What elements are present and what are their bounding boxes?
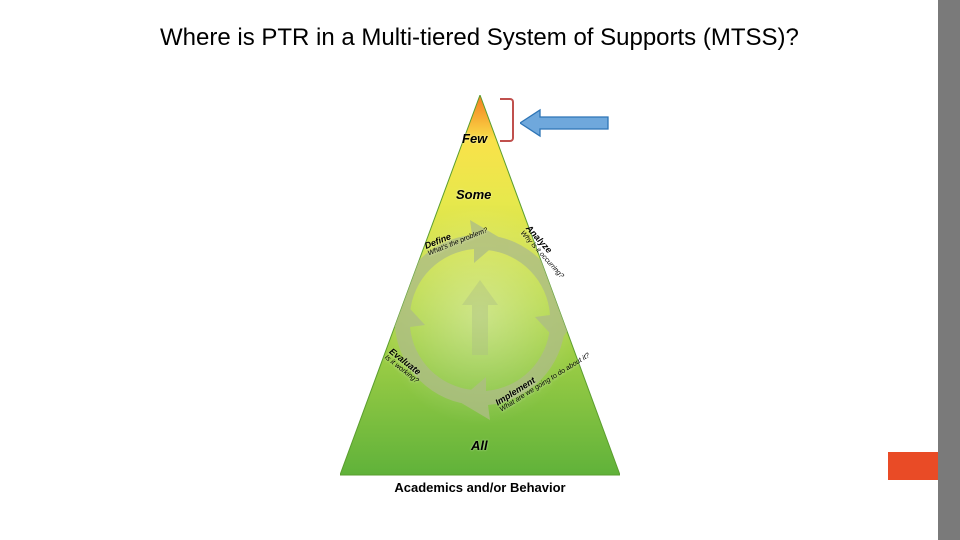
side-accent-grey: [938, 0, 960, 540]
tier-label-some: Some: [456, 187, 491, 202]
pyramid-caption: Academics and/or Behavior: [340, 480, 620, 495]
page-title: Where is PTR in a Multi-tiered System of…: [160, 24, 799, 52]
top-tier-bracket: [500, 98, 514, 142]
tier-label-few: Few: [462, 131, 487, 146]
callout-arrow-icon: [520, 108, 610, 138]
mtss-diagram: Few Some All Academics and/or Behavior D…: [280, 80, 680, 520]
tier-label-all: All: [471, 438, 488, 453]
side-accent-orange: [888, 452, 938, 480]
pyramid-svg: [340, 95, 620, 495]
pyramid: Few Some All Academics and/or Behavior D…: [340, 95, 620, 495]
